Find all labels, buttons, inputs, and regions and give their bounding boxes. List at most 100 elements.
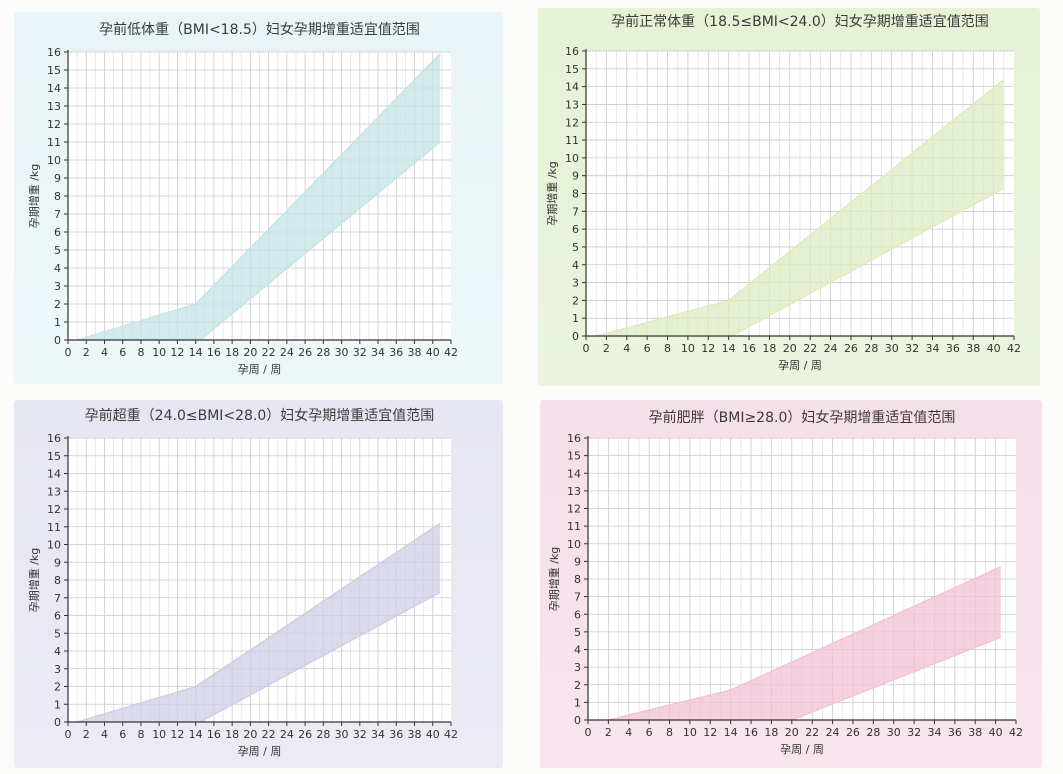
y-tick-label: 5 (54, 627, 61, 640)
x-tick-label: 38 (968, 726, 982, 739)
x-tick-label: 8 (666, 726, 673, 739)
chart-title: 孕前正常体重（18.5≤BMI<24.0）妇女孕期增重适宜值范围 (611, 13, 989, 30)
y-tick-label: 4 (54, 262, 61, 275)
lower-bound-line (731, 187, 1005, 337)
y-tick-label: 10 (565, 152, 579, 165)
y-tick-label: 5 (572, 241, 579, 254)
chart-title: 孕前超重（24.0≤BMI<28.0）妇女孕期增重适宜值范围 (85, 407, 435, 424)
x-tick-label: 30 (887, 726, 901, 739)
x-tick-label: 40 (426, 728, 440, 741)
y-tick-label: 16 (47, 46, 61, 59)
x-tick-label: 16 (742, 342, 756, 355)
chart-panel-underweight: 0 1 2 3 4 5 6 7 8 9 10 11 12 13 14 15 16 0 2 4 6 8 10 12 14 16 18 2… (14, 12, 503, 384)
y-tick-label: 2 (572, 294, 579, 307)
x-tick-label: 32 (905, 342, 919, 355)
y-tick-label: 9 (574, 555, 581, 568)
x-tick-label: 26 (846, 726, 860, 739)
y-tick-label: 12 (565, 116, 579, 129)
x-tick-label: 28 (864, 342, 878, 355)
upper-bound-line (608, 566, 1001, 721)
y-tick-label: 1 (572, 312, 579, 325)
y-tick-label: 10 (47, 539, 61, 552)
y-tick-label: 0 (54, 716, 61, 729)
x-tick-label: 0 (585, 726, 592, 739)
upper-bound-line (76, 53, 441, 341)
y-tick-label: 13 (567, 485, 581, 498)
chart-title: 孕前低体重（BMI<18.5）妇女孕期增重适宜值范围 (99, 21, 420, 38)
x-tick-label: 38 (966, 342, 980, 355)
x-tick-label: 32 (353, 346, 367, 359)
x-tick-label: 18 (225, 728, 239, 741)
y-tick-label: 11 (565, 134, 579, 147)
x-tick-label: 14 (724, 726, 738, 739)
x-tick-label: 16 (207, 346, 221, 359)
y-tick-label: 4 (572, 259, 579, 272)
x-tick-label: 14 (189, 346, 203, 359)
y-tick-label: 6 (574, 608, 581, 621)
y-tick-label: 4 (574, 644, 581, 657)
lower-bound-line (199, 141, 441, 341)
x-tick-label: 8 (664, 342, 671, 355)
x-tick-label: 18 (225, 346, 239, 359)
y-tick-label: 9 (572, 170, 579, 183)
upper-bound-line (76, 522, 441, 723)
x-tick-label: 14 (189, 728, 203, 741)
x-tick-label: 42 (1009, 726, 1023, 739)
x-tick-label: 42 (1007, 342, 1021, 355)
chart-panel-overweight: 0 1 2 3 4 5 6 7 8 9 10 11 12 13 14 15 16 0 2 4 6 8 10 12 14 16 18 2… (14, 400, 503, 768)
x-tick-label: 22 (805, 726, 819, 739)
x-tick-label: 22 (262, 728, 276, 741)
x-tick-label: 4 (625, 726, 632, 739)
x-tick-label: 38 (408, 728, 422, 741)
x-tick-label: 28 (316, 728, 330, 741)
y-tick-label: 4 (54, 645, 61, 658)
chart-panel-normal-weight: 0 1 2 3 4 5 6 7 8 9 10 11 12 13 14 15 16 0 2 4 6 8 10 12 14 16 18 2… (538, 8, 1040, 386)
lower-bound-line (199, 591, 441, 723)
x-tick-label: 30 (885, 342, 899, 355)
y-tick-label: 1 (54, 316, 61, 329)
range-band (77, 53, 441, 341)
x-tick-label: 24 (824, 342, 838, 355)
y-tick-label: 7 (574, 591, 581, 604)
x-tick-label: 20 (783, 342, 797, 355)
y-tick-label: 1 (574, 696, 581, 709)
x-tick-label: 20 (243, 728, 257, 741)
y-tick-label: 15 (565, 63, 579, 76)
x-tick-label: 26 (298, 346, 312, 359)
x-tick-label: 12 (703, 726, 717, 739)
x-tick-label: 2 (603, 342, 610, 355)
x-tick-label: 40 (987, 342, 1001, 355)
y-axis-label: 孕期增重 /kg (27, 164, 41, 229)
x-tick-label: 6 (646, 726, 653, 739)
x-tick-label: 8 (137, 728, 144, 741)
y-tick-label: 3 (574, 661, 581, 674)
range-band (77, 523, 441, 722)
x-tick-label: 6 (644, 342, 651, 355)
y-tick-label: 10 (567, 538, 581, 551)
x-tick-label: 28 (866, 726, 880, 739)
y-tick-label: 8 (572, 188, 579, 201)
y-tick-label: 10 (47, 154, 61, 167)
y-tick-label: 6 (572, 223, 579, 236)
y-tick-label: 3 (54, 663, 61, 676)
x-tick-label: 30 (335, 346, 349, 359)
x-tick-label: 32 (907, 726, 921, 739)
x-axis-label: 孕周 / 周 (778, 359, 822, 372)
x-tick-label: 36 (389, 728, 403, 741)
y-tick-label: 14 (47, 82, 61, 95)
x-tick-label: 42 (444, 346, 458, 359)
x-tick-label: 8 (137, 346, 144, 359)
x-tick-label: 10 (683, 726, 697, 739)
x-tick-label: 2 (605, 726, 612, 739)
x-tick-label: 32 (353, 728, 367, 741)
x-tick-label: 12 (170, 728, 184, 741)
y-tick-label: 16 (47, 432, 61, 445)
y-tick-label: 16 (565, 45, 579, 58)
x-tick-label: 30 (335, 728, 349, 741)
x-tick-label: 4 (101, 728, 108, 741)
y-tick-label: 14 (565, 81, 579, 94)
